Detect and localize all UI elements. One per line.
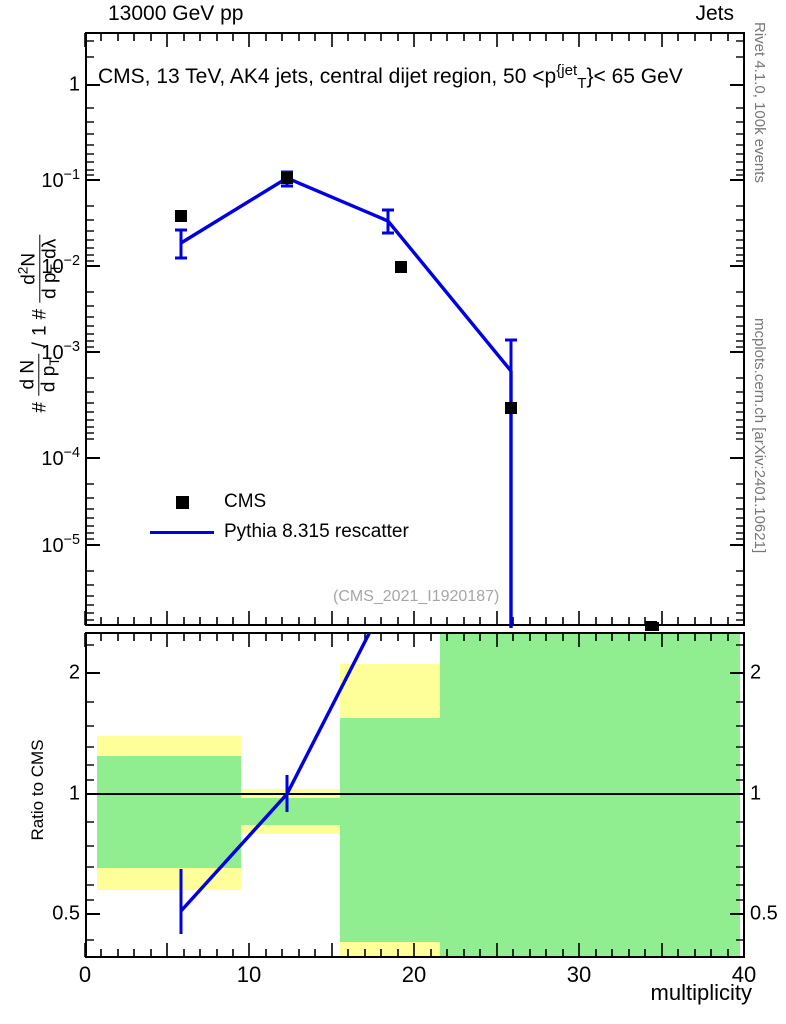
ratio-bands-canvas bbox=[87, 634, 743, 956]
main-y-minor-ticks bbox=[86, 40, 744, 621]
main-y-tick-labels: 1 10−1 10−2 10−3 10−4 10−5 bbox=[0, 0, 80, 640]
mc-ratio-series bbox=[179, 633, 372, 934]
ratio-y-tick-right-0.5: 0.5 bbox=[750, 902, 778, 925]
x-tick-0: 0 bbox=[78, 962, 92, 987]
ratio-y-tick-2: 2 bbox=[68, 661, 80, 684]
legend-line-marker-icon bbox=[140, 530, 224, 534]
header-category-label: Jets bbox=[695, 2, 734, 25]
x-tick-10: 10 bbox=[236, 962, 262, 987]
analysis-id-watermark: (CMS_2021_I1920187) bbox=[333, 588, 500, 605]
x-tick-30: 30 bbox=[566, 962, 592, 987]
x-tick-20: 20 bbox=[401, 962, 427, 987]
legend-label-cms: CMS bbox=[224, 491, 267, 512]
y-tick-1e-4: 10−4 bbox=[41, 445, 80, 470]
y-tick-1e-2: 10−2 bbox=[41, 253, 80, 278]
band-inner-2 bbox=[241, 798, 340, 825]
band-inner-1 bbox=[97, 756, 241, 868]
main-plot-frame bbox=[85, 32, 745, 626]
ratio-y-tick-1: 1 bbox=[68, 782, 80, 805]
ratio-y-tick-0.5: 0.5 bbox=[52, 902, 80, 925]
plot-title-text: CMS, 13 TeV, AK4 jets, central dijet reg… bbox=[98, 62, 683, 92]
header-beam-label: 13000 GeV pp bbox=[108, 2, 244, 25]
legend-square-marker-icon bbox=[140, 495, 224, 509]
band-inner-3 bbox=[340, 718, 440, 942]
plot-title-tail: }< 65 GeV bbox=[586, 65, 683, 88]
legend-entry-cms: CMS bbox=[140, 487, 409, 517]
ratio-y-tick-labels-right: 2 1 0.5 bbox=[750, 0, 786, 1000]
data-markers-main bbox=[175, 172, 657, 629]
y-tick-1e-5: 10−5 bbox=[41, 532, 80, 557]
data-marker-ratio-overflow bbox=[645, 622, 659, 631]
ratio-y-tick-labels-left: 2 1 0.5 bbox=[0, 0, 80, 1000]
plot-title-superscript: {jet bbox=[556, 62, 578, 79]
main-y-major-ticks bbox=[86, 84, 744, 546]
ratio-y-minor-ticks bbox=[86, 644, 744, 941]
y-tick-1: 1 bbox=[68, 73, 80, 96]
legend-entry-pythia: Pythia 8.315 rescatter bbox=[140, 517, 409, 547]
ratio-y-axis-label: Ratio to CMS bbox=[28, 739, 47, 841]
x-axis-label: multiplicity bbox=[650, 980, 752, 1005]
mcplots-source-note: mcplots.cern.ch [arXiv:2401.10621] bbox=[751, 318, 768, 554]
y-tick-1e-3: 10−3 bbox=[41, 339, 80, 364]
y-tick-1e-1: 10−1 bbox=[41, 167, 80, 192]
ratio-plot-frame bbox=[85, 632, 745, 958]
main-x-ticks bbox=[84, 33, 745, 625]
rivet-version-note: Rivet 4.1.0, 100k events bbox=[751, 22, 768, 183]
plot-title-subscript: T bbox=[577, 75, 587, 93]
ratio-y-tick-right-1: 1 bbox=[750, 782, 762, 805]
ratio-x-ticks bbox=[84, 633, 745, 957]
ratio-y-major-ticks bbox=[86, 672, 744, 915]
x-tick-40: 40 bbox=[731, 962, 757, 987]
legend: CMS Pythia 8.315 rescatter bbox=[140, 487, 409, 547]
legend-label-pythia: Pythia 8.315 rescatter bbox=[224, 521, 409, 542]
ratio-y-tick-right-2: 2 bbox=[750, 661, 762, 684]
plot-title-main: CMS, 13 TeV, AK4 jets, central dijet reg… bbox=[98, 65, 557, 88]
x-tick-labels: 0 10 20 30 40 bbox=[0, 962, 786, 1002]
mc-ratio-error-bars bbox=[179, 775, 289, 934]
